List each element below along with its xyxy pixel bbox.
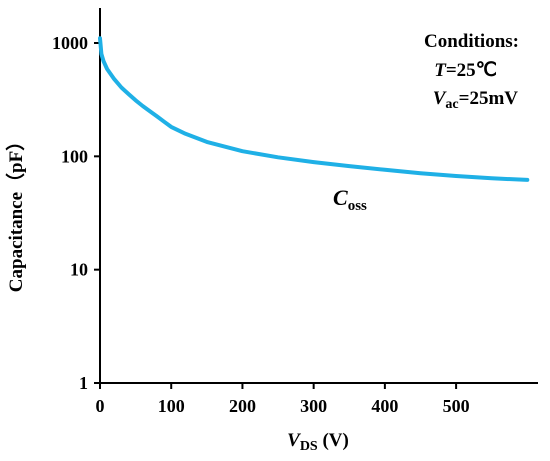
series-label-main: C (333, 185, 348, 210)
x-tick-label: 0 (96, 396, 105, 416)
conditions-vac-value: =25mV (459, 88, 519, 109)
x-tick-label: 100 (158, 396, 185, 416)
x-ticks: 0 100 200 300 400 500 (96, 383, 470, 416)
x-tick-label: 500 (443, 396, 470, 416)
y-ticks: 1 10 100 1000 (52, 33, 100, 393)
x-axis-title: VDS (V) (287, 430, 349, 454)
conditions-temp: T=25℃ (434, 60, 497, 81)
conditions-vac: Vac=25mV (433, 88, 519, 112)
axes (99, 8, 538, 384)
y-axis-title: Capacitance（pF） (4, 132, 27, 292)
y-tick-label: 1 (79, 373, 88, 393)
series-label-coss: Coss (333, 185, 367, 214)
series-label-sub: oss (348, 198, 367, 214)
conditions-vac-var: V (433, 88, 447, 109)
y-tick-label: 10 (70, 260, 88, 280)
x-axis-title-sub: DS (300, 439, 318, 454)
x-axis-title-var: V (287, 430, 301, 451)
conditions-title: Conditions: (424, 31, 519, 52)
x-axis-title-unit: (V) (318, 430, 349, 451)
series-line-coss (98, 36, 530, 182)
conditions-vac-sub: ac (445, 97, 458, 112)
y-tick-label: 1000 (52, 33, 88, 53)
x-tick-label: 300 (300, 396, 327, 416)
x-tick-label: 400 (371, 396, 398, 416)
conditions-temp-value: =25℃ (446, 60, 497, 81)
y-tick-label: 100 (61, 146, 88, 166)
conditions-temp-var: T (434, 60, 447, 81)
series-layer (98, 36, 530, 182)
x-tick-label: 200 (229, 396, 256, 416)
